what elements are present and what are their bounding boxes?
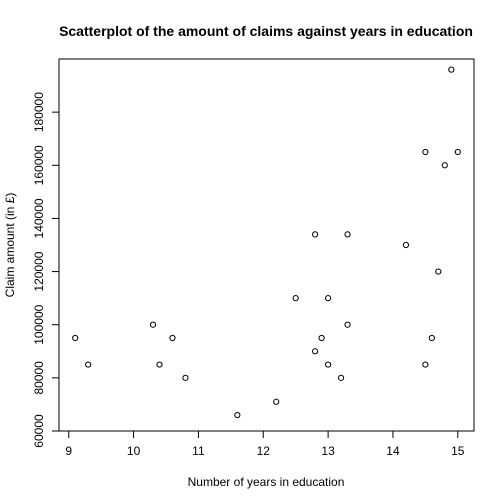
data-point — [312, 348, 319, 355]
data-point — [448, 66, 455, 73]
data-point — [441, 162, 448, 169]
y-axis-label: Claim amount (in £) — [3, 193, 17, 298]
x-axis-label: Number of years in education — [188, 475, 345, 489]
data-point — [292, 295, 299, 302]
y-tick-label: 160000 — [32, 145, 46, 185]
data-point — [312, 231, 319, 238]
data-point — [435, 268, 442, 275]
plot-area-frame — [58, 58, 475, 432]
y-axis: 60000 80000 100000 120000 140000 160000 180000 — [32, 92, 59, 448]
data-point — [85, 361, 92, 368]
x-tick-label: 15 — [451, 444, 465, 458]
data-point — [428, 334, 435, 342]
data-point — [318, 334, 325, 342]
y-tick-label: 140000 — [32, 198, 46, 238]
data-point — [156, 361, 163, 368]
x-tick-label: 10 — [127, 444, 141, 458]
x-tick-label: 13 — [321, 444, 335, 458]
data-point — [344, 321, 351, 328]
data-point — [344, 231, 351, 238]
data-point — [454, 148, 461, 156]
chart-title: Scatterplot of the amount of claims agai… — [59, 23, 473, 39]
data-point — [273, 398, 280, 405]
y-tick-label: 100000 — [32, 304, 46, 344]
x-tick-label: 11 — [192, 444, 205, 458]
data-point — [149, 321, 157, 328]
x-tick-label: 12 — [257, 444, 271, 458]
data-point — [169, 334, 176, 342]
x-tick-label: 14 — [386, 444, 400, 458]
data-point — [337, 374, 345, 381]
x-tick-label: 9 — [65, 444, 72, 458]
data-point — [182, 374, 189, 381]
y-tick-label: 60000 — [32, 414, 46, 448]
data-point — [325, 295, 332, 302]
y-tick-label: 120000 — [32, 251, 46, 291]
data-point — [234, 411, 241, 419]
data-points — [72, 66, 461, 419]
y-tick-label: 80000 — [32, 361, 46, 395]
data-point — [325, 361, 332, 368]
x-axis: 9 10 11 12 13 14 15 — [65, 431, 465, 458]
data-point — [402, 241, 410, 249]
data-point — [422, 361, 429, 368]
data-point — [72, 334, 79, 342]
y-tick-label: 180000 — [32, 92, 46, 132]
data-point — [422, 148, 429, 156]
